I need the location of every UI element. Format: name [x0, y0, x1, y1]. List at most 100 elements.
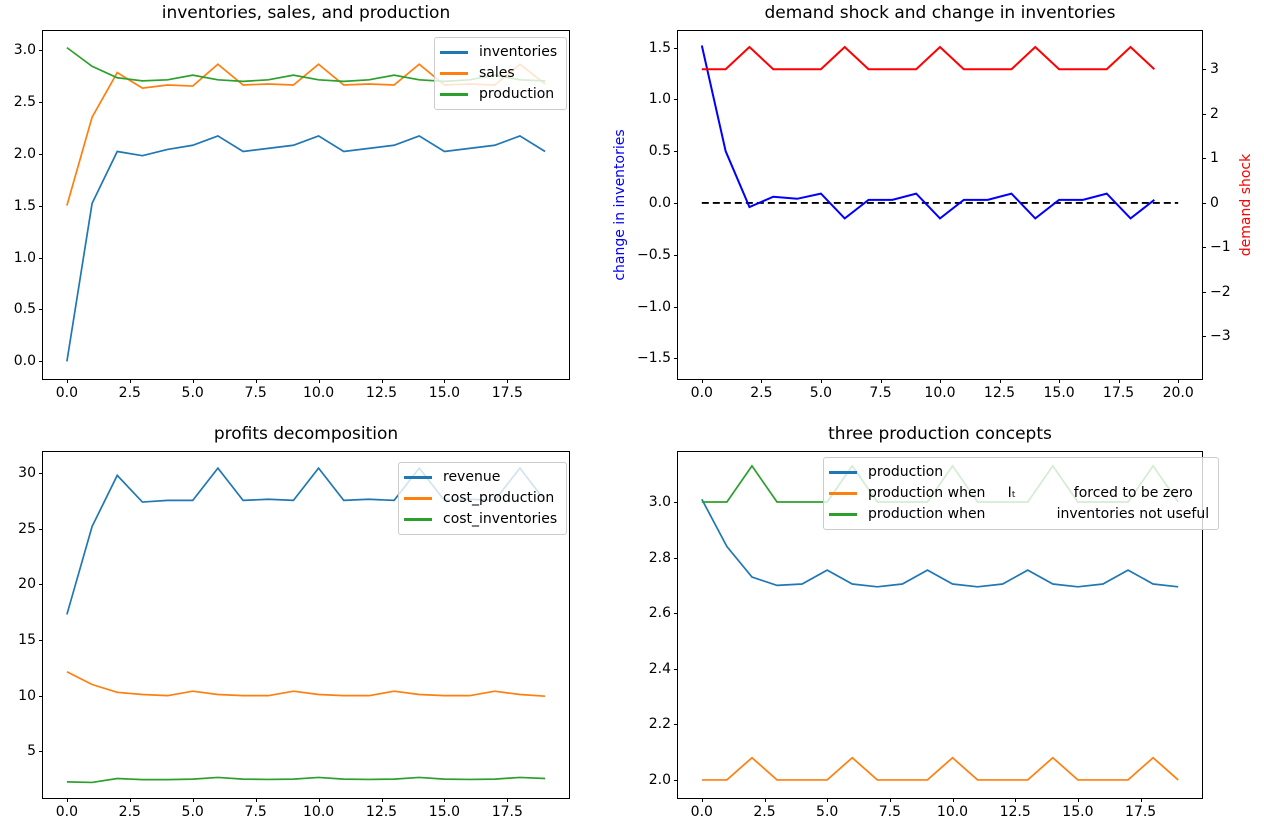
- x-tick: [952, 798, 954, 802]
- x-tick: [1118, 379, 1120, 383]
- y-tick: [674, 613, 678, 615]
- y-tick: [39, 695, 43, 697]
- plot-title: inventories, sales, and production: [161, 3, 451, 23]
- x-tick-label: 10.0: [303, 385, 335, 401]
- x-tick: [318, 798, 320, 802]
- legend-line-swatch-production: [440, 93, 468, 96]
- x-tick-label: 12.5: [983, 385, 1016, 401]
- x-tick-label: 15.0: [428, 385, 460, 401]
- y-tick-label: 2.6: [648, 605, 671, 622]
- x-tick: [940, 379, 941, 383]
- x-tick: [66, 379, 68, 383]
- x-tick-label: 2.5: [118, 385, 141, 401]
- legend-label: production when Iₜ forced to be zero: [868, 485, 1193, 501]
- x-tick: [827, 798, 829, 802]
- y-tick: [39, 640, 43, 641]
- x-tick: [1178, 379, 1180, 383]
- legend-label: cost_production: [443, 490, 555, 506]
- legend-entry: production: [829, 462, 1209, 483]
- x-tick: [701, 798, 703, 802]
- y-tick: [39, 751, 43, 753]
- x-tick-label: 7.5: [869, 385, 892, 401]
- y-tick: [674, 724, 678, 726]
- y-tick-label-right: −3: [1210, 328, 1231, 345]
- x-tick: [66, 798, 68, 802]
- y-tick-label: 0.5: [648, 143, 671, 160]
- x-tick: [255, 798, 257, 802]
- x-tick: [192, 798, 194, 802]
- y-tick: [674, 358, 678, 360]
- x-tick-label: 5.0: [809, 385, 833, 401]
- x-tick-label: 20.0: [1162, 385, 1194, 401]
- legend-line-swatch-production-when-it-forced-to-be-zero: [829, 492, 857, 495]
- x-tick-label: 2.5: [750, 385, 773, 401]
- y-tick-label: 3.0: [648, 494, 671, 510]
- y-tick-label: 1.0: [648, 91, 671, 108]
- y-tick-label: 2.0: [648, 771, 671, 788]
- x-tick: [889, 798, 891, 802]
- subplot-inventories-sales-production: inventories, sales, and production 0.0 2.…: [14, 3, 570, 401]
- y-tick-label-right: 0: [1210, 194, 1219, 211]
- x-tick-label: 12.5: [365, 804, 398, 820]
- y-tick-right: [1202, 247, 1206, 249]
- y-tick-label: −0.5: [637, 246, 671, 263]
- x-tick: [255, 379, 257, 383]
- x-tick: [1015, 798, 1017, 802]
- x-tick: [701, 379, 703, 383]
- y-tick-label: 2.5: [13, 93, 36, 110]
- y-tick-label: 3.0: [13, 41, 36, 58]
- legend-label: production: [868, 464, 944, 480]
- y-tick: [39, 257, 43, 259]
- x-tick-label: 7.5: [244, 804, 267, 820]
- x-tick-label: 0.0: [55, 804, 79, 820]
- y-tick-label: 5: [27, 743, 36, 760]
- x-tick-label: 17.5: [1125, 804, 1157, 820]
- legend-entry: cost_production: [404, 488, 557, 509]
- x-tick-label: 0.0: [690, 385, 713, 401]
- legend: production production when Iₜ forced to b…: [823, 457, 1220, 530]
- y-tick-label-right: 2: [1210, 105, 1219, 122]
- x-tick-label: 12.5: [365, 385, 398, 401]
- y-tick-label-right: −2: [1210, 283, 1231, 300]
- series-line-cost-production: [66, 670, 546, 698]
- y-tick: [674, 668, 678, 670]
- x-tick-label: 12.5: [999, 804, 1031, 820]
- y-tick-right: [1202, 113, 1206, 115]
- subplot-three-production-concepts: three production concepts 0.0 2.5 5.0 7.5 10…: [649, 424, 1220, 820]
- y-tick: [39, 361, 43, 363]
- x-tick: [192, 379, 194, 383]
- series-line-demand-shock: [701, 45, 1156, 71]
- x-tick-label: 17.5: [491, 385, 523, 401]
- x-tick: [318, 379, 320, 383]
- legend-line-swatch-production: [829, 471, 857, 474]
- plot-title: profits decomposition: [213, 424, 399, 444]
- legend-line-swatch-cost-production: [404, 497, 432, 500]
- y-tick: [39, 528, 43, 530]
- legend: revenue cost_production cost_inventories: [398, 462, 568, 535]
- x-tick-label: 5.0: [816, 804, 839, 820]
- x-tick-label: 0.0: [690, 804, 713, 820]
- y-tick: [674, 99, 678, 101]
- x-tick-label: 7.5: [878, 804, 902, 820]
- x-tick: [999, 379, 1001, 383]
- legend-entry: sales: [440, 63, 557, 84]
- y-tick-label: 15: [18, 632, 36, 648]
- y-tick: [674, 557, 678, 559]
- y-tick-label: 1.5: [648, 39, 671, 56]
- y-tick-label: −1.5: [637, 350, 671, 367]
- legend-line-swatch-cost-inventories: [404, 518, 432, 521]
- legend-entry: production: [440, 84, 557, 105]
- x-tick-label: 17.5: [491, 804, 523, 820]
- x-tick-label: 15.0: [428, 804, 460, 820]
- y-tick-right: [1202, 291, 1206, 293]
- series-line-inventories: [66, 134, 546, 362]
- y-tick: [39, 584, 43, 586]
- y-tick: [674, 306, 678, 308]
- y-tick: [674, 254, 678, 256]
- x-tick: [507, 798, 509, 802]
- x-tick-label: 15.0: [1043, 385, 1075, 401]
- series-line-cost-inventories: [66, 776, 546, 784]
- y-tick: [39, 473, 43, 475]
- legend: inventories sales production: [434, 37, 568, 110]
- y-tick: [674, 151, 678, 153]
